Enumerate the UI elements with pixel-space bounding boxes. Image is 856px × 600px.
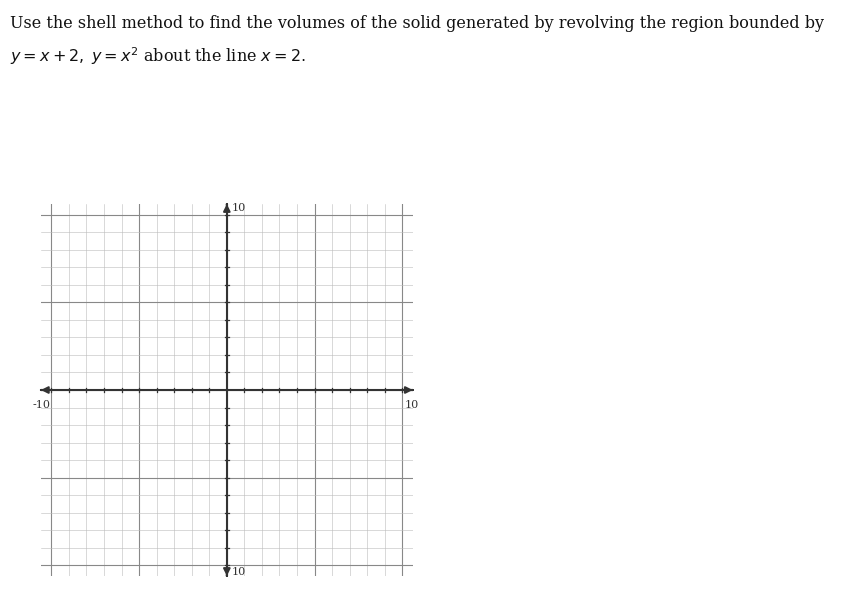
Text: 10: 10 (231, 203, 246, 213)
Text: Use the shell method to find the volumes of the solid generated by revolving the: Use the shell method to find the volumes… (10, 15, 824, 32)
Text: 10: 10 (405, 400, 419, 410)
Text: $y = x+2,\; y = x^2$ about the line $x = 2.$: $y = x+2,\; y = x^2$ about the line $x =… (10, 45, 306, 67)
Text: -10: -10 (33, 400, 51, 410)
Text: 10: 10 (231, 567, 246, 577)
